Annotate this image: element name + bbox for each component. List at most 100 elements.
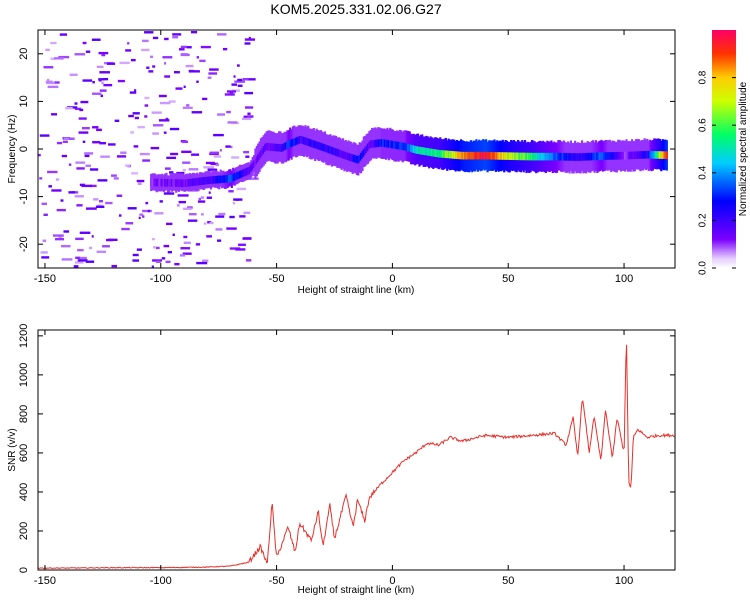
- spectrogram-noise-cell: [62, 140, 68, 144]
- spectrogram-noise-cell: [58, 55, 70, 59]
- spectrogram-noise-cell: [247, 177, 259, 180]
- spectrogram-noise-cell: [245, 155, 250, 158]
- spectrogram-noise-cell: [247, 112, 251, 115]
- spectrogram-ridge-cell: [564, 153, 567, 161]
- spectrogram-ridge-cell: [354, 155, 357, 163]
- spectrogram-noise-cell: [142, 39, 149, 43]
- spectrogram-noise-cell: [165, 117, 169, 121]
- spectrogram-ridge-cell: [473, 151, 477, 160]
- colorbar-tick-label: 0.0: [698, 261, 709, 275]
- spectrogram-ridge-cell: [658, 151, 661, 159]
- spectrogram-ridge-cell: [450, 150, 453, 159]
- spectrogram-noise-cell: [164, 167, 171, 170]
- spectrogram-ridge-cell: [580, 153, 584, 161]
- spectrogram-ridge-cell: [226, 175, 229, 183]
- spectrogram-ridge-cell: [507, 152, 510, 160]
- y-tick-label: 20: [18, 48, 30, 60]
- spectrogram-ridge-cell: [558, 152, 561, 161]
- spectrogram-ridge-cell: [471, 151, 474, 160]
- spectrogram-ridge-cell: [393, 141, 396, 149]
- spectrogram-noise-cell: [142, 215, 145, 218]
- spectrogram-noise-cell: [75, 161, 86, 164]
- spectrogram-ridge-cell: [486, 151, 489, 160]
- spectrogram-ridge-cell: [250, 164, 253, 173]
- snr-y-axis: 0 200 400 600 800 1000 1200: [18, 324, 675, 573]
- spectrogram-ridge-cell: [325, 144, 328, 153]
- spectrogram-noise-cell: [100, 94, 104, 98]
- spectrogram-noise-cell: [74, 102, 78, 105]
- spectrogram-ridge-cell: [443, 150, 446, 158]
- spectrogram-ridge-cell: [535, 152, 538, 161]
- spectrogram-ridge-cell: [433, 149, 436, 157]
- spectrogram-noise-cell: [169, 127, 180, 131]
- spectrogram-noise-cell: [50, 41, 57, 45]
- spectrogram-noise-cell: [58, 235, 62, 239]
- spectrogram-ridge-cell: [551, 152, 554, 161]
- spectrogram-ridge-cell: [394, 141, 397, 149]
- spectrogram-noise-cell: [182, 106, 193, 109]
- spectrogram-noise-cell: [183, 85, 186, 89]
- spectrogram-ridge-cell: [201, 177, 204, 185]
- spectrogram-noise-cell: [241, 117, 252, 121]
- spectrogram-noise-cell: [148, 70, 154, 73]
- spectrogram-noise-cell: [196, 56, 199, 59]
- spectrogram-noise-cell: [231, 83, 237, 86]
- spectrogram-noise-cell: [92, 80, 95, 84]
- spectrogram-ridge-cell: [429, 148, 432, 157]
- spectrogram-ridge-cell: [337, 149, 340, 157]
- spectrogram-x-axis: -150 -100 -50 0 50 100: [34, 30, 633, 285]
- spectrogram-ridge-cell: [444, 150, 447, 159]
- spectrogram-noise-cell: [61, 258, 73, 261]
- spectrogram-noise-cell: [185, 64, 194, 68]
- spectrogram-ridge-cell: [553, 152, 556, 161]
- spectrogram-noise-cell: [97, 179, 108, 182]
- spectrogram-ridge-cell: [190, 178, 193, 187]
- spectrogram-noise-cell: [201, 259, 209, 262]
- spectrogram-ridge-cell: [629, 151, 632, 160]
- spectrogram-noise-cell: [226, 90, 236, 93]
- spectrogram-ridge-cell: [660, 151, 663, 159]
- spectrogram-noise-cell: [243, 211, 251, 214]
- spectrogram-noise-cell: [108, 238, 118, 242]
- spectrogram-ridge-cell: [384, 139, 388, 148]
- spectrogram-ridge-cell: [644, 150, 648, 159]
- spectrogram-ridge-cell: [448, 150, 452, 159]
- spectrogram-ridge-cell: [257, 154, 260, 162]
- spectrogram-noise-cell: [128, 165, 131, 168]
- spectrogram-ridge-cell: [423, 147, 427, 156]
- spectrogram-noise-cell: [231, 156, 240, 159]
- spectrogram-noise-cell: [114, 119, 120, 123]
- spectrogram-ridge-cell: [219, 175, 222, 184]
- spectrogram-noise-cell: [43, 66, 54, 69]
- spectrogram-noise-cell: [153, 124, 164, 127]
- spectrogram-noise-cell: [243, 150, 250, 154]
- spectrogram-noise-cell: [51, 189, 62, 192]
- spectrogram-noise-cell: [186, 104, 190, 107]
- spectrogram-noise-cell: [233, 75, 236, 78]
- spectrogram-ridge-cell: [617, 151, 620, 160]
- spectrogram-noise-cell: [45, 80, 53, 83]
- spectrogram-noise-cell: [158, 119, 170, 122]
- spectrogram-noise-cell: [246, 78, 256, 81]
- spectrogram-ridge-cell: [468, 151, 471, 160]
- spectrogram-ridge-cell: [446, 150, 449, 159]
- spectrogram-xlabel: Height of straight line (km): [298, 285, 415, 296]
- spectrogram-ridge-cell: [218, 175, 221, 184]
- spectrogram-ridge-cell: [414, 145, 417, 154]
- spectrogram-ridge-cell: [489, 151, 492, 160]
- spectrogram-ridge-cell: [277, 143, 281, 152]
- spectrogram-ridge-cell: [397, 141, 400, 150]
- spectrogram-ridge-cell: [248, 166, 251, 175]
- spectrogram-noise-cell: [82, 41, 87, 45]
- spectrogram-ridge-cell: [494, 152, 497, 160]
- spectrogram-ridge-cell: [632, 151, 635, 160]
- spectrogram-ridge-cell: [227, 174, 231, 183]
- spectrogram-ridge-cell: [511, 152, 514, 161]
- spectrogram-ridge-cell: [575, 153, 578, 161]
- spectrogram-ridge-cell: [622, 151, 625, 160]
- spectrogram-ridge-cell: [466, 151, 470, 160]
- spectrogram-noise-cell: [132, 259, 140, 262]
- spectrogram-ridge-cell: [165, 178, 168, 187]
- colorbar-gradient: [712, 30, 736, 268]
- spectrogram-noise-cell: [134, 89, 137, 92]
